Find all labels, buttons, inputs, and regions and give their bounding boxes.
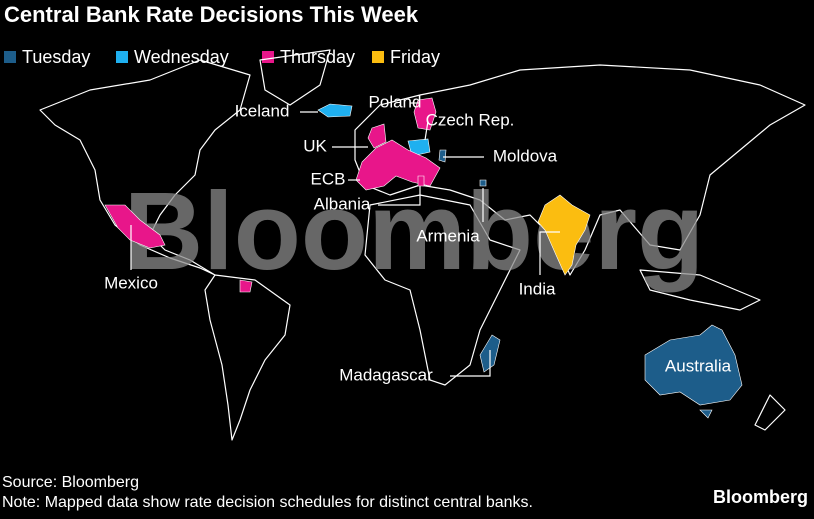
new-zealand: [754, 394, 786, 431]
leader-line: [378, 186, 421, 206]
note: Note: Mapped data show rate decision sch…: [2, 494, 533, 511]
region-shape: [537, 194, 591, 276]
region-label: ECB: [311, 169, 346, 188]
region-label: Armenia: [416, 226, 480, 245]
region-shape: [479, 179, 487, 187]
legend-swatch: [262, 51, 274, 63]
region-label: Mexico: [104, 273, 158, 292]
region-shape: [417, 175, 425, 187]
leader-line: [424, 120, 429, 141]
region-label: Madagascar: [339, 365, 433, 384]
region-label: Moldova: [493, 146, 558, 165]
region-label: Czech Rep.: [426, 110, 515, 129]
region-shape: [104, 204, 253, 293]
title: Central Bank Rate Decisions This Week: [4, 2, 419, 27]
greenland: [259, 49, 331, 106]
region-shape: [644, 324, 743, 419]
watermark: Bloomberg: [124, 170, 705, 293]
region-label: India: [519, 279, 556, 298]
region-label: Iceland: [235, 101, 290, 120]
region-shape: [438, 149, 447, 163]
region-label: Poland: [369, 92, 422, 111]
legend-label: Friday: [390, 47, 440, 67]
region-shape: [367, 123, 387, 149]
legend-swatch: [372, 51, 384, 63]
legend-swatch: [4, 51, 16, 63]
legend: Tuesday Wednesday Thursday Friday: [4, 47, 440, 67]
region-shape: [317, 103, 353, 118]
eurasia: [354, 64, 806, 276]
region-label: Australia: [665, 356, 732, 375]
legend-swatch: [116, 51, 128, 63]
leader-line: [539, 231, 560, 275]
region-shape: [413, 97, 437, 131]
africa: [364, 194, 521, 386]
brand: Bloomberg: [713, 487, 808, 507]
region-label: UK: [303, 136, 327, 155]
south-america: [204, 274, 291, 441]
source: Source: Bloomberg: [2, 474, 139, 491]
legend-label: Tuesday: [22, 47, 90, 67]
legend-label: Thursday: [280, 47, 355, 67]
southeast-asia: [639, 269, 761, 311]
leader-line: [450, 350, 491, 377]
region-label: Albania: [314, 194, 371, 213]
